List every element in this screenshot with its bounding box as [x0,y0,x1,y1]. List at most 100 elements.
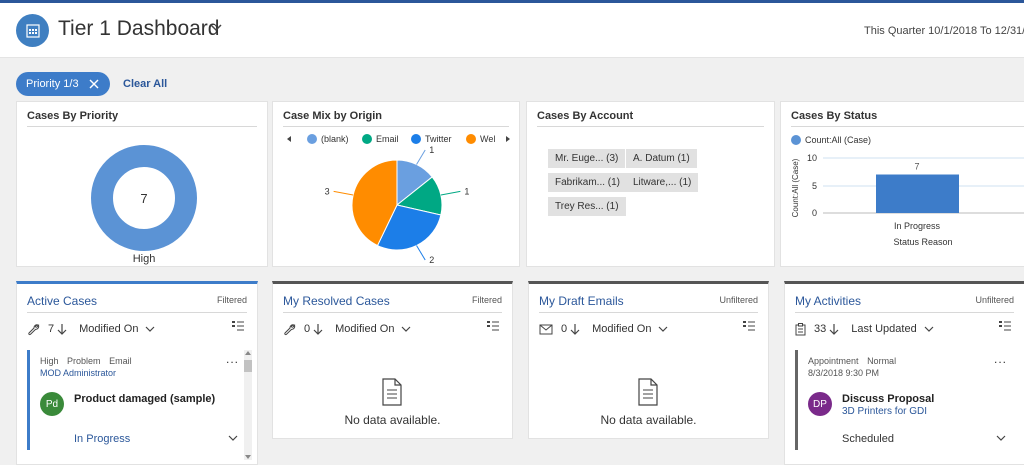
card-title: Cases By Account [537,110,634,122]
case-mix-card: Case Mix by Origin (blank) Email Twitter… [272,101,520,267]
legend-item-web[interactable]: Wel [466,134,498,144]
divider [283,126,509,127]
legend-label: Email [376,134,399,144]
pie-slice-twitter[interactable] [376,204,442,251]
card-title: Cases By Priority [27,110,119,122]
list-item[interactable]: High Problem Email MOD Administrator ...… [27,350,239,450]
priority-filter-label: Priority 1/3 [26,78,79,90]
date-range-label: This Quarter 10/1/2018 To 12/31/20 [864,25,1024,37]
view-selector-icon[interactable] [486,320,500,332]
list-item[interactable]: Appointment Normal 8/3/2018 9:30 PM ... … [795,350,1007,450]
legend-swatch [466,134,476,144]
bar-value-label: 7 [914,162,919,172]
legend-swatch [362,134,372,144]
record-count: 7 [48,323,55,335]
clear-all-link[interactable]: Clear All [123,78,168,90]
activities-card: My Activities Unfiltered 33 Last Updated… [784,281,1024,465]
list-toolbar: 0 Modified On [283,320,508,338]
chevron-down-icon[interactable] [227,432,239,444]
record-count: 33 [814,323,827,335]
chevron-down-icon[interactable] [208,20,224,36]
account-tag[interactable]: Litware,... (1) [626,173,699,192]
divider [537,126,764,127]
owner-link[interactable]: MOD Administrator [40,368,117,378]
filter-status: Filtered [216,295,247,305]
filter-bar: Priority 1/3 Clear All [0,58,1024,101]
more-options-button[interactable]: ... [993,352,1007,366]
legend-item-email[interactable]: Email [362,134,399,144]
more-options-button[interactable]: ... [225,352,239,366]
legend-item-twitter[interactable]: Twitter [411,134,452,144]
sort-field-select[interactable]: Modified On [335,323,395,335]
record-title[interactable]: Discuss Proposal [842,393,935,405]
top-accent-bar [0,0,1024,3]
scroll-down-arrow[interactable] [245,455,251,459]
chevron-down-icon[interactable] [995,432,1007,444]
account-tag[interactable]: Trey Res... (1) [548,197,626,216]
scroll-thumb[interactable] [244,360,252,372]
account-tag[interactable]: Fabrikam... (1) [548,173,628,192]
view-selector-icon[interactable] [742,320,756,332]
resolved-cases-card: My Resolved Cases Filtered 0 Modified On… [272,281,513,439]
pie-slice-label: 3 [325,186,330,196]
scrollbar[interactable] [244,350,252,460]
case-mix-pie-chart: 1 1 2 3 [325,145,470,265]
pie-leader-line [416,149,426,165]
chevron-down-icon[interactable] [144,323,156,335]
sort-field-select[interactable]: Modified On [592,323,652,335]
regarding-link[interactable]: 3D Printers for GDI [842,406,928,417]
pie-slice-label: 1 [429,145,434,155]
record-title[interactable]: Product damaged (sample) [74,393,216,405]
list-title[interactable]: My Activities [795,294,862,308]
legend-label: Wel [480,134,496,144]
scroll-up-arrow[interactable] [245,351,251,355]
sort-arrow-down-icon[interactable] [570,323,580,336]
legend-next-arrow[interactable] [504,135,512,143]
divider [791,126,1024,127]
record-meta: High Problem Email [40,356,138,366]
divider [539,312,758,313]
legend-label: Twitter [425,134,452,144]
legend-item-count[interactable]: Count:All (Case) [791,135,871,145]
list-title[interactable]: My Draft Emails [539,294,624,308]
draft-emails-card: My Draft Emails Unfiltered 0 Modified On… [528,281,769,439]
status-value: In Progress [74,433,131,445]
list-title[interactable]: Active Cases [27,294,98,308]
sort-arrow-down-icon[interactable] [313,323,323,336]
list-title[interactable]: My Resolved Cases [283,294,390,308]
chevron-down-icon[interactable] [657,323,669,335]
cases-by-status-card: Cases By Status Count:All (Case) Count:A… [780,101,1024,267]
sort-arrow-down-icon[interactable] [57,323,67,336]
pie-leader-line [333,190,354,196]
priority-donut-chart: 7 High [91,145,197,265]
wrench-icon [28,323,40,335]
sort-field-select[interactable]: Last Updated [851,323,917,335]
close-icon[interactable] [88,78,100,90]
chevron-down-icon[interactable] [400,323,412,335]
dashboard-app-icon [16,14,49,47]
list-toolbar: 33 Last Updated [795,320,1020,338]
account-tag[interactable]: A. Datum (1) [626,149,697,168]
document-icon [382,378,402,406]
sort-field-select[interactable]: Modified On [79,323,139,335]
sort-arrow-down-icon[interactable] [829,323,839,336]
cases-by-account-card: Cases By Account Mr. Euge... (3) A. Datu… [526,101,775,267]
legend-prev-arrow[interactable] [285,135,293,143]
active-cases-card: Active Cases Filtered 7 Modified On High… [16,281,258,465]
divider [27,126,257,127]
donut-label-high: High [133,253,156,265]
view-selector-icon[interactable] [998,320,1012,332]
clipboard-icon [795,322,806,335]
bar-in-progress[interactable] [876,174,959,214]
record-count: 0 [561,323,568,335]
legend-item-blank[interactable]: (blank) [307,134,349,144]
status-value: Scheduled [842,433,894,445]
donut-slice-high[interactable] [91,145,197,251]
view-selector-icon[interactable] [231,320,245,332]
account-tag[interactable]: Mr. Euge... (3) [548,149,626,168]
chevron-down-icon[interactable] [923,323,935,335]
card-title: Case Mix by Origin [283,110,383,122]
dashboard-title[interactable]: Tier 1 Dashboard [58,17,220,40]
cases-by-priority-card: Cases By Priority 7 High [16,101,268,267]
document-icon [638,378,658,406]
